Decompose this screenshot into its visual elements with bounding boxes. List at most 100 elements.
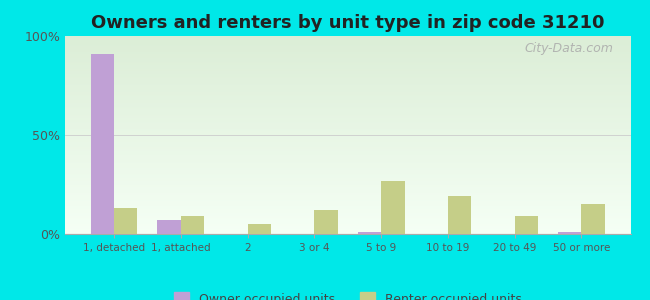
Bar (65, 102, 630, 103)
Title: Owners and renters by unit type in zip code 31210: Owners and renters by unit type in zip c… (91, 14, 604, 32)
Bar (181, 216, 204, 234)
Bar (65, 221, 630, 222)
Bar (65, 228, 630, 229)
Bar (65, 162, 630, 163)
Bar (65, 85, 630, 86)
Bar (65, 61, 630, 62)
Bar (65, 96, 630, 98)
Bar (65, 197, 630, 198)
Bar (65, 128, 630, 129)
Bar (65, 69, 630, 70)
Bar (65, 108, 630, 109)
Bar (65, 82, 630, 83)
Bar (65, 62, 630, 63)
Bar (65, 179, 630, 181)
Bar (65, 104, 630, 105)
Bar (65, 98, 630, 99)
Bar (65, 195, 630, 196)
Bar (65, 222, 630, 223)
Legend: Owner occupied units, Renter occupied units: Owner occupied units, Renter occupied un… (169, 287, 526, 300)
Bar (65, 145, 630, 146)
Bar (65, 232, 630, 233)
Bar (65, 191, 630, 192)
Bar (65, 72, 630, 73)
Bar (65, 101, 630, 102)
Bar (65, 74, 630, 75)
Bar (65, 141, 630, 142)
Bar (65, 202, 630, 203)
Bar (315, 210, 338, 234)
Bar (65, 93, 630, 94)
Bar (65, 60, 630, 61)
Bar (65, 208, 630, 209)
Bar (65, 220, 630, 221)
Bar (65, 217, 630, 218)
Bar (65, 177, 630, 178)
Bar (65, 213, 630, 214)
Bar (65, 83, 630, 85)
Bar (65, 163, 630, 164)
Bar (65, 86, 630, 88)
Bar (65, 116, 630, 117)
Bar (65, 105, 630, 106)
Bar (65, 229, 630, 230)
Bar (65, 144, 630, 145)
Bar (65, 57, 630, 58)
Bar (65, 178, 630, 179)
Bar (65, 156, 630, 157)
Bar (381, 181, 404, 234)
Bar (65, 44, 630, 45)
Bar (65, 230, 630, 231)
Bar (65, 154, 630, 155)
Bar (65, 148, 630, 149)
Bar (65, 172, 630, 174)
Bar (65, 68, 630, 69)
Bar (65, 158, 630, 159)
Bar (65, 167, 630, 168)
Bar (65, 125, 630, 126)
Bar (65, 182, 630, 184)
Bar (65, 66, 630, 67)
Bar (65, 192, 630, 194)
Bar (65, 199, 630, 200)
Bar (65, 111, 630, 112)
Bar (65, 46, 630, 47)
Bar (114, 208, 137, 234)
Bar (65, 82, 630, 83)
Bar (65, 131, 630, 132)
Bar (65, 207, 630, 208)
Bar (65, 45, 630, 46)
Bar (65, 92, 630, 93)
Bar (65, 127, 630, 128)
Bar (65, 129, 630, 130)
Bar (65, 223, 630, 224)
Bar (515, 216, 538, 234)
Bar (65, 169, 630, 170)
Bar (65, 227, 630, 228)
Bar (65, 137, 630, 138)
Bar (65, 187, 630, 188)
Bar (65, 54, 630, 55)
Bar (65, 176, 630, 177)
Bar (65, 75, 630, 76)
Bar (65, 80, 630, 82)
Bar (65, 43, 630, 44)
Bar (65, 114, 630, 115)
Bar (65, 181, 630, 182)
Bar (65, 142, 630, 143)
Bar (65, 231, 630, 232)
Bar (65, 143, 630, 144)
Bar (65, 209, 630, 210)
Bar (65, 215, 630, 216)
Bar (65, 194, 630, 195)
Bar (65, 133, 630, 134)
Bar (65, 121, 630, 122)
Bar (65, 161, 630, 162)
Bar (65, 112, 630, 113)
Bar (65, 219, 630, 220)
Bar (65, 166, 630, 167)
Bar (65, 146, 630, 147)
Bar (65, 79, 630, 80)
Bar (65, 184, 630, 185)
Bar (65, 38, 630, 39)
